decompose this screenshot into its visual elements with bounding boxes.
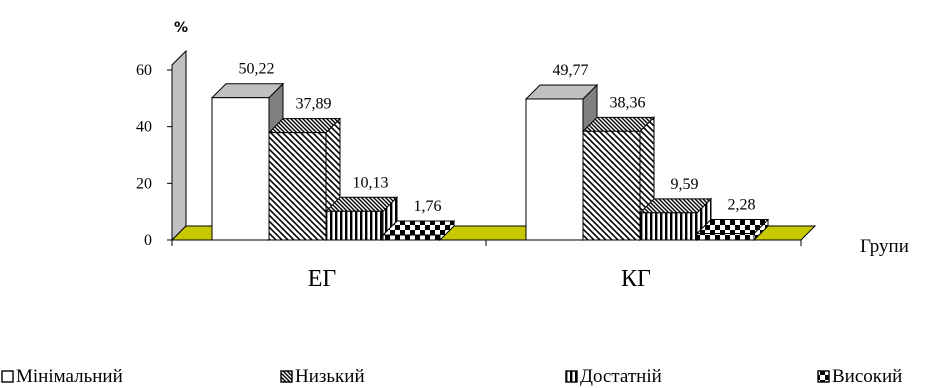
bar [638, 197, 713, 242]
data-label: 38,36 [610, 94, 646, 111]
legend-item: Мінімальний [1, 366, 123, 387]
y-axis: 0 20 40 60 [136, 62, 173, 249]
bar [381, 219, 456, 242]
bar-front [325, 210, 384, 241]
legend-swatch [280, 370, 293, 383]
data-label: 37,89 [296, 96, 332, 113]
y-tick-label: 0 [144, 232, 152, 249]
bar-front [525, 98, 584, 241]
bar-front [639, 212, 698, 241]
legend-label: Низький [295, 366, 365, 387]
y-tick-label: 20 [136, 175, 152, 192]
legend-label: Мінімальний [16, 366, 123, 387]
bars [210, 82, 770, 242]
legend-item: Достатній [565, 366, 662, 387]
x-axis: ЕГ КГ [171, 239, 802, 292]
x-axis-label: Групи [860, 236, 909, 257]
x-category-label: КГ [621, 266, 651, 292]
bar-front [696, 233, 755, 241]
data-label: 10,13 [353, 174, 389, 191]
bar-front [268, 132, 327, 241]
legend-item: Високий [817, 366, 902, 387]
data-label: 1,76 [414, 198, 442, 215]
bar-front [582, 130, 641, 241]
legend-label: Високий [832, 366, 902, 387]
legend-swatch [817, 370, 830, 383]
legend-label: Достатній [580, 366, 662, 387]
data-label: 2,28 [728, 197, 756, 214]
y-axis-label: % [174, 20, 188, 36]
legend-swatch [565, 370, 578, 383]
x-category-label: ЕГ [308, 266, 337, 292]
legend-item: Низький [280, 366, 365, 387]
y-tick-label: 60 [136, 62, 152, 79]
legend: Мінімальний Низький Достатній Високий [1, 366, 902, 387]
y-tick-label: 40 [136, 119, 152, 136]
data-label: 50,22 [239, 61, 275, 78]
back-wall [171, 49, 187, 242]
bar [695, 218, 770, 242]
bar-front [382, 234, 441, 241]
data-label: 9,59 [671, 176, 699, 193]
legend-swatch [1, 370, 14, 383]
data-label: 49,77 [553, 62, 589, 79]
bar-front [211, 97, 270, 241]
data-labels: 50,22 37,89 10,13 1,76 49,77 38,36 9,59 2,28 [239, 61, 756, 215]
bar [324, 196, 399, 242]
